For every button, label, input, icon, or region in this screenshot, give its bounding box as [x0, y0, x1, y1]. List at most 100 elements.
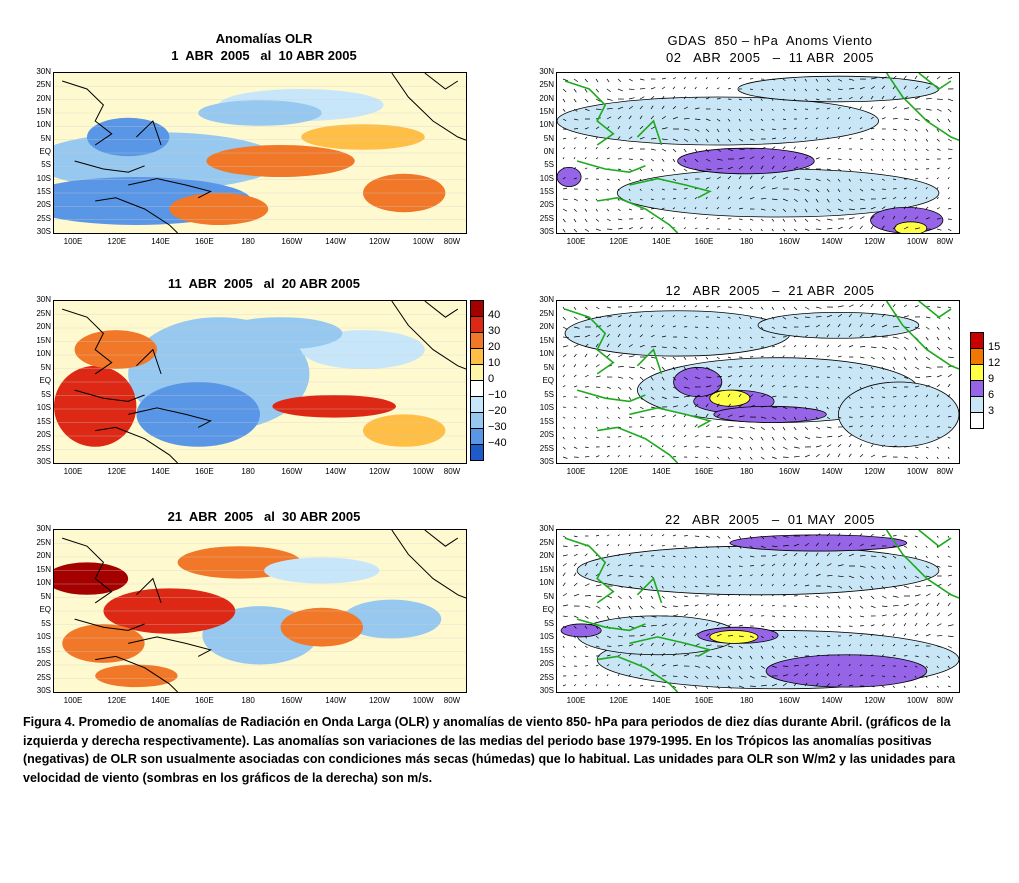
lon-tick-label: 100W — [412, 467, 434, 476]
olr-colorbar-label: 10 — [488, 357, 501, 369]
lat-tick-label: 15S — [539, 187, 554, 196]
olr-colorbar-swatch — [470, 348, 484, 365]
olr-colorbar-label: −10 — [488, 389, 507, 401]
lon-tick-label: 100E — [63, 467, 83, 476]
lon-tick-label: 140W — [821, 467, 843, 476]
lon-tick-label: 160W — [281, 237, 303, 246]
lon-tick-label: 80W — [443, 467, 461, 476]
lat-tick-label: 20S — [539, 659, 554, 668]
lat-tick-label: 30N — [539, 524, 554, 533]
olr-colorbar: 40 30 20 10 0 −10 −20 −30 −40 — [470, 300, 520, 464]
olr-anomaly-map-3 — [53, 529, 467, 693]
lon-tick-label: 80W — [936, 467, 954, 476]
lon-tick-label: 120W — [368, 696, 390, 705]
lat-tick-label: 30S — [36, 686, 51, 695]
lat-tick-label: 5S — [544, 389, 554, 399]
lon-tick-label: 120E — [609, 696, 628, 705]
lon-tick-label: 100W — [906, 696, 928, 705]
lon-tick-label: 100W — [412, 237, 434, 246]
lat-tick-label: 25N — [36, 537, 51, 547]
lat-tick-label: 10S — [36, 173, 51, 183]
lat-tick-label: 20N — [36, 322, 51, 331]
lat-tick-label: 25N — [539, 308, 554, 318]
olr-anomaly-map-1 — [53, 72, 467, 234]
lat-tick-label: 5S — [41, 389, 51, 399]
panel-title-wind-1: GDAS 850 – hPa Anoms Viento 02 ABR 2005 … — [665, 33, 874, 65]
lon-tick-label: 80W — [443, 696, 461, 705]
lon-tick-label: 100W — [906, 237, 928, 246]
lon-tick-label: 180 — [739, 696, 754, 705]
lon-tick-label: 120E — [609, 467, 628, 476]
lat-tick-label: 5N — [543, 133, 554, 143]
lon-tick-label: 120W — [368, 467, 390, 476]
lat-tick-label: 15N — [36, 107, 51, 116]
lat-tick-label: EQ — [39, 376, 51, 385]
lon-tick-label: 100E — [566, 696, 586, 705]
wind-anomaly-map-3 — [556, 529, 960, 693]
lat-tick-label: 20N — [539, 551, 554, 560]
olr-colorbar-label: −20 — [488, 405, 507, 417]
olr-map-graphic — [54, 530, 466, 692]
lat-tick-label: 10S — [36, 632, 51, 641]
lon-tick-label: 100W — [906, 467, 928, 476]
lat-tick-label: 25N — [539, 537, 554, 547]
lat-tick-label: 20N — [36, 551, 51, 560]
lat-tick-label: 20N — [539, 322, 554, 331]
lat-tick-label: 10S — [539, 403, 554, 412]
olr-colorbar-swatch — [470, 300, 484, 317]
wind-anomaly-map-1 — [556, 72, 960, 234]
lon-tick-label: 120E — [107, 237, 127, 246]
lon-tick-label: 120E — [107, 467, 127, 476]
lat-tick-label: 5S — [41, 618, 51, 628]
lat-tick-label: 20S — [539, 200, 554, 210]
olr-colorbar-swatch — [470, 444, 484, 461]
lat-tick-label: 15S — [539, 416, 554, 426]
lon-tick-label: 160W — [778, 237, 800, 246]
lat-tick-label: 5N — [40, 362, 51, 372]
lon-tick-label: 160W — [281, 696, 303, 705]
wind-colorbar-swatch — [970, 364, 984, 381]
lon-tick-label: 80W — [443, 237, 461, 246]
lat-tick-label: 10N — [539, 578, 554, 587]
lat-tick-label: 25N — [36, 308, 51, 318]
lon-tick-label: 160E — [694, 696, 714, 705]
lat-tick-label: 15N — [36, 335, 51, 345]
panel-title-olr-3: 21 ABR 2005 al 30 ABR 2005 — [167, 509, 361, 524]
lat-tick-label: EQ — [542, 376, 554, 385]
olr-colorbar-label: 30 — [488, 325, 501, 337]
lat-tick-label: 15S — [36, 187, 51, 196]
lat-tick-label: 25S — [36, 213, 51, 223]
lat-tick-label: 5S — [544, 160, 554, 170]
lon-tick-label: 160W — [281, 467, 303, 476]
lat-tick-label: 5N — [40, 591, 51, 601]
wind-colorbar-swatch — [970, 380, 984, 397]
lon-tick-label: 160E — [194, 467, 214, 476]
lat-tick-label: EQ — [39, 147, 51, 156]
olr-colorbar-swatch — [470, 412, 484, 429]
lon-tick-label: 100E — [566, 237, 586, 246]
lat-tick-label: 30N — [36, 295, 51, 304]
wind-colorbar: 15 12 9 6 3 — [970, 332, 1015, 432]
lat-tick-label: 15S — [36, 416, 51, 426]
lon-tick-label: 180 — [739, 467, 754, 476]
lat-tick-label: EQ — [39, 605, 51, 614]
lat-tick-label: 10N — [539, 349, 554, 358]
lat-tick-label: 20S — [539, 430, 554, 439]
lat-tick-label: 15N — [539, 107, 554, 116]
lat-tick-label: 10S — [539, 632, 554, 641]
olr-colorbar-swatch — [470, 316, 484, 333]
lon-tick-label: 140W — [325, 237, 347, 246]
lat-tick-label: 5S — [544, 618, 554, 628]
lat-tick-label: 25S — [539, 213, 554, 223]
lat-tick-label: 10S — [539, 173, 554, 183]
lon-tick-label: 140W — [325, 467, 347, 476]
lat-tick-label: 30N — [36, 524, 51, 533]
lon-tick-label: 160E — [194, 696, 214, 705]
panel-title-wind-2: 12 ABR 2005 – 21 ABR 2005 — [665, 283, 875, 298]
lat-tick-label: 10N — [539, 120, 554, 130]
lon-tick-label: 140E — [651, 696, 671, 705]
lat-tick-label: 30S — [539, 686, 554, 695]
wind-colorbar-swatch — [970, 332, 984, 349]
olr-colorbar-swatch — [470, 364, 484, 381]
lat-tick-label: 15N — [539, 564, 554, 574]
